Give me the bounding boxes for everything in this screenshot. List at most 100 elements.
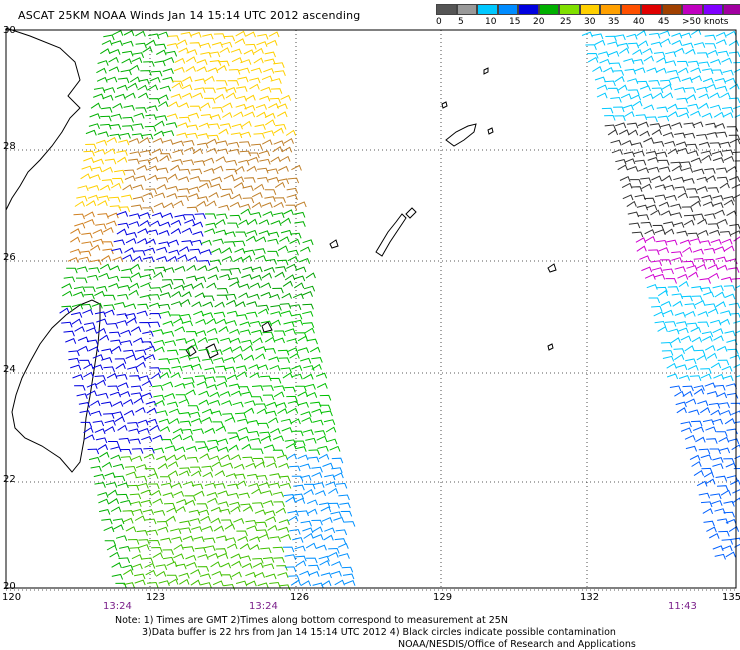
wind-barb bbox=[683, 260, 695, 267]
wind-barb bbox=[693, 469, 704, 477]
wind-barb bbox=[265, 119, 276, 126]
wind-barb bbox=[136, 310, 148, 317]
wind-barb bbox=[309, 346, 321, 353]
wind-barb bbox=[303, 373, 314, 380]
wind-barb bbox=[130, 385, 143, 392]
wind-barb bbox=[696, 176, 708, 183]
wind-barb bbox=[76, 393, 88, 399]
wind-barb bbox=[182, 159, 195, 166]
wind-barb bbox=[147, 473, 159, 479]
wind-barb bbox=[267, 231, 280, 238]
wind-barb bbox=[173, 553, 185, 560]
wind-barb bbox=[201, 416, 213, 423]
wind-barb bbox=[225, 320, 237, 326]
wind-barb bbox=[220, 123, 232, 129]
wind-barb bbox=[252, 562, 264, 569]
wind-barb bbox=[254, 124, 266, 130]
wind-barb bbox=[608, 50, 620, 57]
wind-barb bbox=[181, 84, 193, 91]
wind-barb bbox=[716, 485, 729, 491]
color-scale-label: 0 bbox=[436, 17, 442, 27]
wind-barb bbox=[133, 112, 145, 119]
color-scale-label: 30 bbox=[584, 17, 596, 27]
wind-barb bbox=[70, 364, 82, 371]
wind-barb bbox=[184, 219, 196, 225]
wind-barb bbox=[103, 34, 115, 41]
wind-barb bbox=[281, 292, 292, 299]
wind-barb bbox=[724, 418, 736, 425]
wind-barb bbox=[102, 94, 114, 101]
wind-barb bbox=[139, 212, 151, 218]
wind-barb bbox=[222, 413, 234, 419]
wind-barb bbox=[287, 400, 300, 407]
wind-barb bbox=[319, 560, 330, 566]
wind-barb bbox=[620, 93, 632, 100]
wind-barb bbox=[99, 334, 110, 341]
wind-barb bbox=[117, 156, 128, 163]
wind-barb bbox=[223, 174, 235, 181]
wind-barb bbox=[689, 196, 701, 202]
wind-barb bbox=[249, 544, 260, 551]
wind-barb bbox=[703, 291, 715, 298]
wind-barb bbox=[221, 41, 233, 48]
wind-barb bbox=[710, 238, 722, 245]
wind-barb bbox=[209, 391, 220, 398]
wind-barb bbox=[687, 364, 699, 371]
wind-barb bbox=[722, 112, 734, 118]
wind-barb bbox=[123, 582, 135, 588]
wind-barb bbox=[157, 94, 169, 101]
wind-barb bbox=[256, 408, 268, 415]
wind-barb bbox=[161, 279, 174, 285]
wind-barb bbox=[111, 573, 124, 580]
wind-barb bbox=[614, 115, 626, 121]
wind-barb bbox=[306, 338, 318, 345]
wind-barb bbox=[229, 267, 242, 274]
wind-barb bbox=[295, 266, 307, 273]
wind-barb bbox=[652, 141, 665, 147]
wind-barb bbox=[176, 454, 187, 461]
wind-barb bbox=[338, 553, 350, 559]
lon-label-123: 123 bbox=[146, 592, 166, 603]
wind-barb bbox=[638, 40, 649, 47]
wind-barb bbox=[637, 214, 650, 220]
wind-barb bbox=[239, 555, 252, 562]
wind-barb bbox=[325, 481, 337, 488]
wind-barb bbox=[255, 255, 267, 261]
wind-barb bbox=[95, 327, 107, 334]
wind-barb bbox=[320, 572, 332, 579]
wind-barb bbox=[79, 250, 92, 257]
wind-barb bbox=[128, 221, 140, 227]
wind-barb bbox=[302, 303, 314, 310]
wind-barb bbox=[294, 440, 306, 447]
wind-barb bbox=[162, 76, 174, 83]
wind-barb bbox=[735, 330, 740, 334]
wind-barb bbox=[581, 31, 593, 38]
wind-barb bbox=[632, 48, 643, 55]
wind-barb bbox=[673, 348, 685, 354]
wind-barb bbox=[697, 321, 710, 328]
wind-barb bbox=[78, 256, 90, 263]
wind-barb bbox=[733, 467, 740, 470]
wind-barb bbox=[199, 453, 210, 460]
wind-barb bbox=[665, 194, 677, 201]
wind-barb bbox=[686, 188, 698, 194]
wind-barb bbox=[289, 465, 301, 472]
wind-barb bbox=[85, 129, 97, 136]
wind-barb bbox=[125, 471, 137, 478]
wind-barb bbox=[249, 320, 262, 327]
wind-barb bbox=[661, 175, 672, 182]
wind-barb bbox=[86, 339, 99, 346]
wind-barb bbox=[691, 460, 702, 467]
wind-barb bbox=[140, 499, 153, 506]
wind-barb bbox=[238, 67, 250, 74]
wind-barb bbox=[62, 290, 73, 297]
wind-barb bbox=[95, 379, 106, 386]
wind-barb bbox=[204, 545, 216, 552]
wind-barb bbox=[592, 66, 603, 72]
wind-barb bbox=[678, 374, 691, 381]
wind-barb bbox=[217, 446, 229, 453]
wind-barb bbox=[193, 536, 205, 543]
wind-barb bbox=[698, 93, 710, 100]
wind-barb bbox=[627, 42, 640, 49]
wind-barb bbox=[179, 246, 190, 252]
